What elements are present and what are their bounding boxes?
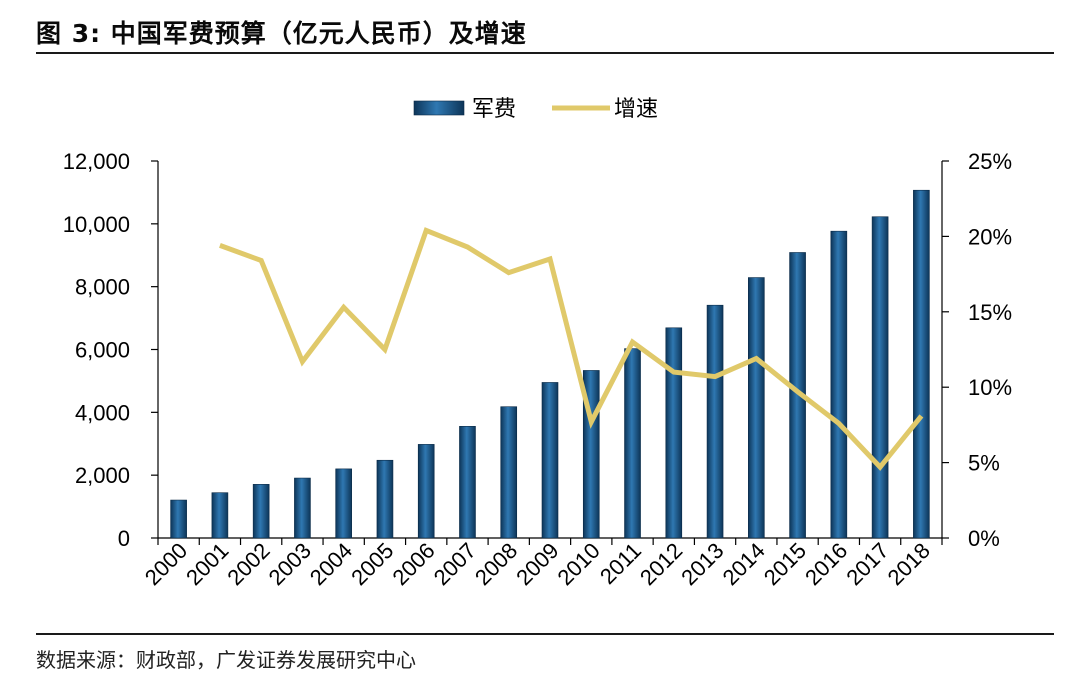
bottom-rule (36, 633, 1054, 635)
x-category-label: 2015 (759, 538, 811, 590)
x-category-label: 2010 (553, 538, 605, 590)
bar-2014 (748, 277, 765, 539)
bar-2004 (335, 468, 352, 539)
x-category-label: 2008 (470, 538, 522, 590)
growth-line (219, 227, 924, 471)
bar-2002 (252, 484, 270, 539)
source-note: 数据来源：财政部，广发证券发展研究中心 (36, 648, 416, 672)
right-tick-label: 5% (968, 451, 1000, 476)
chart-legend: 军费 增速 (413, 97, 658, 122)
x-category-label: 2017 (841, 538, 893, 590)
x-category-label: 2007 (429, 538, 481, 590)
x-category-label: 2016 (800, 538, 852, 590)
bar-2012 (665, 327, 683, 539)
bar-2018 (913, 189, 930, 539)
x-category-label: 2006 (387, 538, 439, 590)
x-category-label: 2011 (595, 538, 646, 589)
left-tick-label: 2,000 (75, 463, 130, 488)
bar-2003 (294, 477, 311, 539)
left-tick-label: 10,000 (63, 212, 130, 237)
line-series (219, 227, 924, 471)
left-tick-label: 0 (118, 526, 130, 551)
legend-swatch-bar (413, 100, 465, 116)
bar-2016 (830, 230, 848, 539)
x-category-label: 2013 (676, 538, 728, 590)
right-tick-label: 25% (968, 149, 1012, 174)
x-category-label: 2004 (305, 538, 357, 590)
bar-2011 (624, 348, 641, 539)
legend-label-bar: 军费 (472, 97, 516, 122)
left-tick-label: 12,000 (63, 149, 130, 174)
x-category-label: 2000 (140, 538, 192, 590)
bar-2000 (170, 499, 187, 539)
x-category-label: 2018 (883, 538, 935, 590)
chart-svg: 军费 增速 0 2,000 4,000 6,000 8,000 10,000 12,000 0%… (63, 97, 1012, 590)
tick-labels: 0 2,000 4,000 6,000 8,000 10,000 12,000 0% 5% 10%… (63, 149, 1012, 590)
right-tick-label: 20% (968, 224, 1012, 249)
legend-label-line: 增速 (614, 97, 658, 122)
x-category-label: 2014 (718, 538, 770, 590)
left-tick-label: 6,000 (75, 338, 130, 363)
x-category-label: 2009 (511, 538, 563, 590)
right-tick-label: 0% (968, 526, 1000, 551)
bar-2005 (376, 459, 394, 539)
x-category-label: 2005 (346, 538, 398, 590)
figure-title: 图 3: 中国军费预算（亿元人民币）及增速 (36, 19, 527, 48)
right-tick-label: 15% (968, 300, 1012, 325)
bar-2009 (541, 382, 559, 539)
top-rule (36, 52, 1054, 54)
x-category-label: 2001 (181, 538, 233, 590)
bar-2008 (500, 406, 518, 539)
bar-2013 (706, 304, 724, 539)
x-category-label: 2003 (264, 538, 316, 590)
bar-2006 (417, 444, 435, 539)
bar-series (170, 189, 930, 539)
left-tick-label: 8,000 (75, 275, 130, 300)
x-category-label: 2012 (635, 538, 687, 590)
bar-2017 (871, 216, 889, 539)
right-tick-label: 10% (968, 375, 1012, 400)
x-category-label: 2002 (222, 538, 274, 590)
left-tick-label: 4,000 (75, 400, 130, 425)
bar-2007 (459, 426, 476, 539)
bar-2001 (211, 492, 229, 539)
